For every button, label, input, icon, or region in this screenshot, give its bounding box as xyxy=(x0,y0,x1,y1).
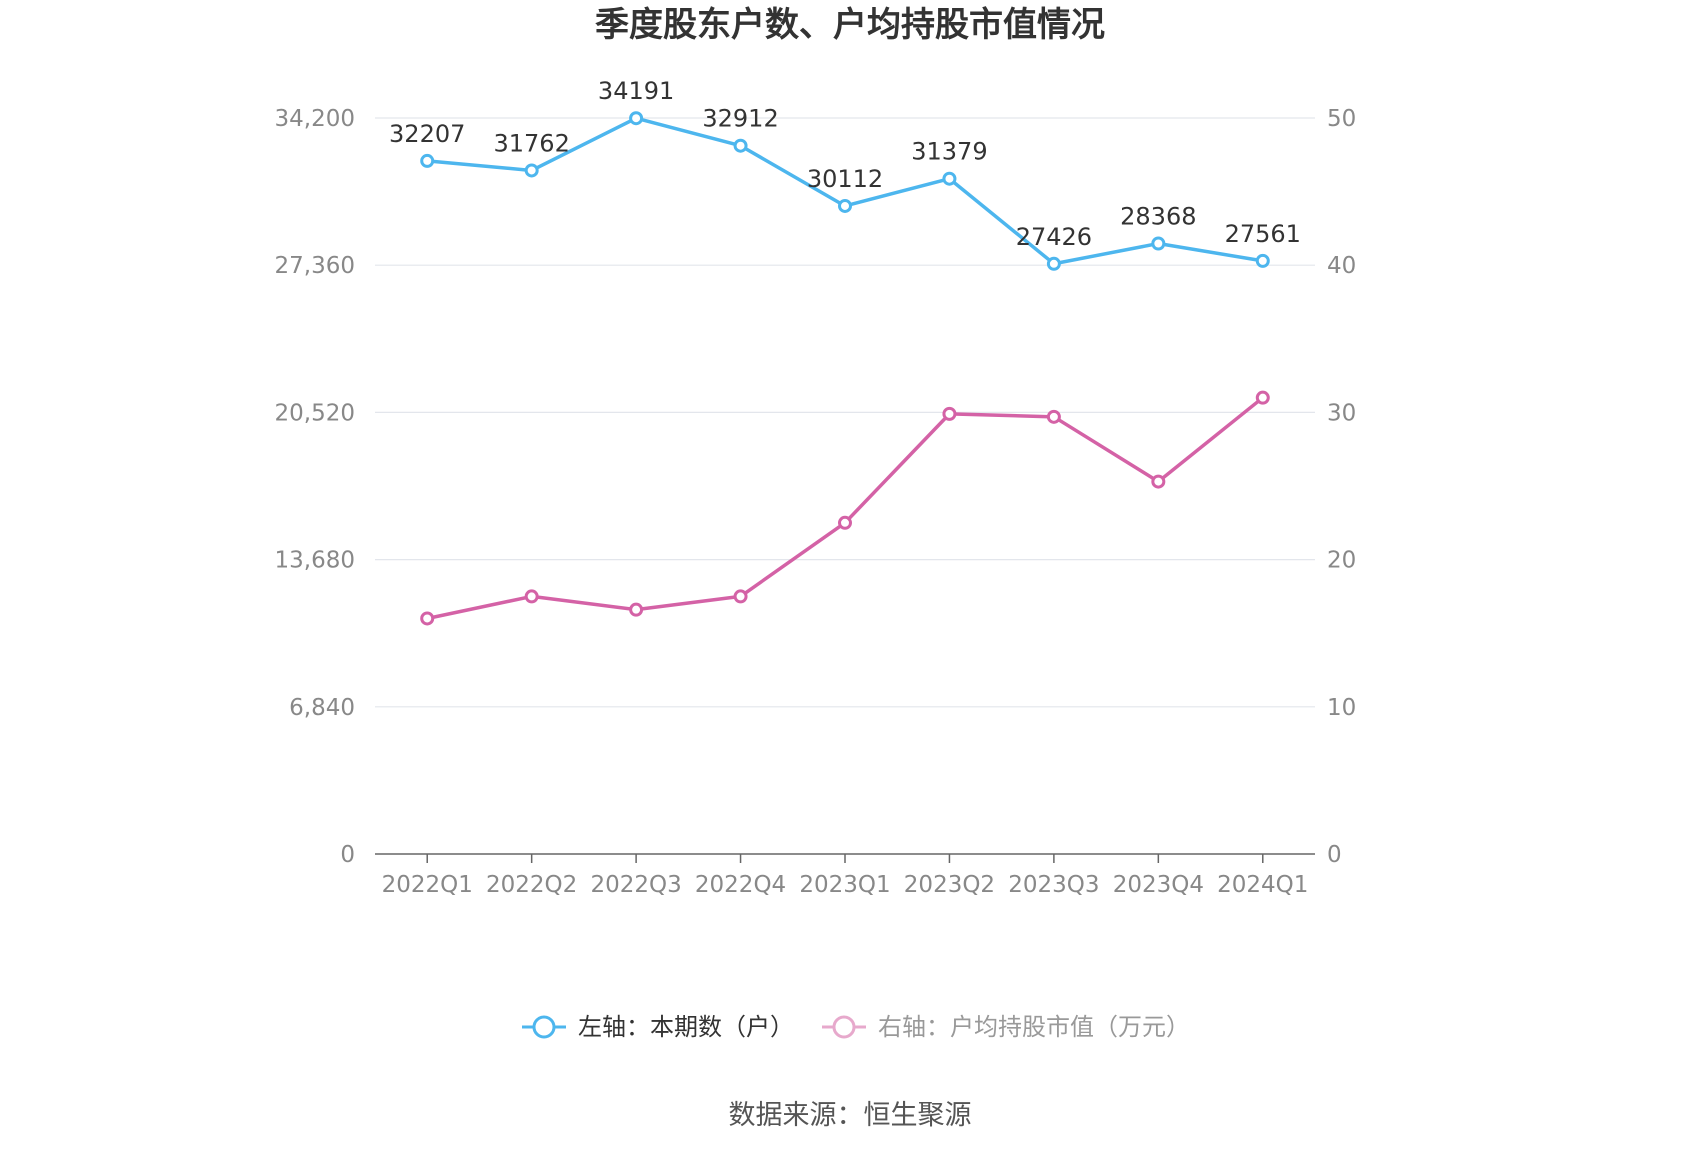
data-point-left[interactable] xyxy=(733,138,748,153)
right-axis-tick-label: 30 xyxy=(1327,400,1356,426)
data-source: 数据来源：恒生聚源 xyxy=(729,1100,972,1131)
left-axis-tick-label: 0 xyxy=(340,842,355,868)
data-label: 32207 xyxy=(389,120,465,148)
legend-left-series-label: 左轴：本期数（户） xyxy=(578,1013,794,1041)
legend-right-series-label: 右轴：户均持股市值（万元） xyxy=(878,1013,1190,1041)
x-axis-tick-label: 2022Q3 xyxy=(590,872,681,898)
data-label: 30112 xyxy=(807,165,883,193)
series-line-right xyxy=(426,396,1264,621)
legend-item-left-series[interactable]: 左轴：本期数（户） xyxy=(522,1013,794,1041)
data-point-left[interactable] xyxy=(1255,253,1270,268)
data-point-right[interactable] xyxy=(1255,390,1270,405)
data-point-left[interactable] xyxy=(1151,236,1166,251)
data-label: 27426 xyxy=(1016,223,1092,251)
data-point-right[interactable] xyxy=(942,406,957,421)
x-axis-tick-label: 2023Q2 xyxy=(904,872,995,898)
right-axis-tick-label: 40 xyxy=(1327,253,1356,279)
data-point-left[interactable] xyxy=(838,198,852,213)
left-axis-tick-label: 6,840 xyxy=(289,695,355,721)
x-axis-tick-label: 2024Q1 xyxy=(1217,872,1308,898)
x-axis-tick-label: 2022Q4 xyxy=(695,872,786,898)
data-point-left[interactable] xyxy=(942,171,957,186)
x-axis-ticks: 2022Q1 2022Q2 2022Q3 2022Q4 2023Q1 2023Q2 2023… xyxy=(382,854,1308,898)
left-axis-tick-label: 20,520 xyxy=(275,400,355,426)
x-axis-tick-label: 2023Q4 xyxy=(1113,872,1204,898)
data-label: 27561 xyxy=(1225,220,1301,248)
x-axis-tick-label: 2023Q1 xyxy=(799,872,890,898)
left-axis-tick-label: 13,680 xyxy=(275,548,355,574)
legend-left-series-marker xyxy=(532,1015,556,1039)
data-point-left[interactable] xyxy=(629,111,644,126)
data-point-right[interactable] xyxy=(1151,474,1166,489)
right-axis-tick-label: 20 xyxy=(1327,548,1356,574)
left-axis-tick-label: 34,200 xyxy=(275,106,355,132)
data-point-right[interactable] xyxy=(1046,409,1061,424)
x-axis-tick-label: 2022Q1 xyxy=(382,872,473,898)
data-label: 28368 xyxy=(1120,203,1196,231)
data-label: 32912 xyxy=(702,105,778,133)
data-point-right[interactable] xyxy=(733,589,748,604)
legend: 左轴：本期数（户） 右轴：户均持股市值（万元） xyxy=(522,1013,1190,1041)
x-axis-tick-label: 2022Q2 xyxy=(486,872,577,898)
data-point-right[interactable] xyxy=(420,611,435,626)
right-axis-ticks: 0 10 20 30 40 50 xyxy=(1327,106,1356,868)
series-layer: 32207 31762 34191 32912 30112 31379 27426 28368… xyxy=(389,77,1301,626)
right-axis-tick-label: 10 xyxy=(1327,695,1356,721)
data-label: 34191 xyxy=(598,77,674,105)
data-point-left[interactable] xyxy=(1046,256,1061,271)
legend-item-right-series[interactable]: 右轴：户均持股市值（万元） xyxy=(822,1013,1190,1041)
x-axis-tick-label: 2023Q3 xyxy=(1008,872,1099,898)
left-axis-tick-label: 27,360 xyxy=(275,253,355,279)
right-axis-tick-label: 0 xyxy=(1327,842,1342,868)
data-point-right[interactable] xyxy=(838,515,852,530)
legend-right-series-marker xyxy=(832,1015,856,1039)
left-axis-ticks: 0 6,840 13,680 20,520 27,360 34,200 xyxy=(275,106,355,868)
right-axis-tick-label: 50 xyxy=(1327,106,1356,132)
data-point-left[interactable] xyxy=(524,163,539,178)
chart-title: 季度股东户数、户均持股市值情况 xyxy=(595,5,1105,45)
data-point-left[interactable] xyxy=(420,153,435,168)
data-label: 31762 xyxy=(493,129,569,157)
data-point-right[interactable] xyxy=(629,602,644,617)
data-label: 31379 xyxy=(911,138,987,166)
data-point-right[interactable] xyxy=(524,589,539,604)
